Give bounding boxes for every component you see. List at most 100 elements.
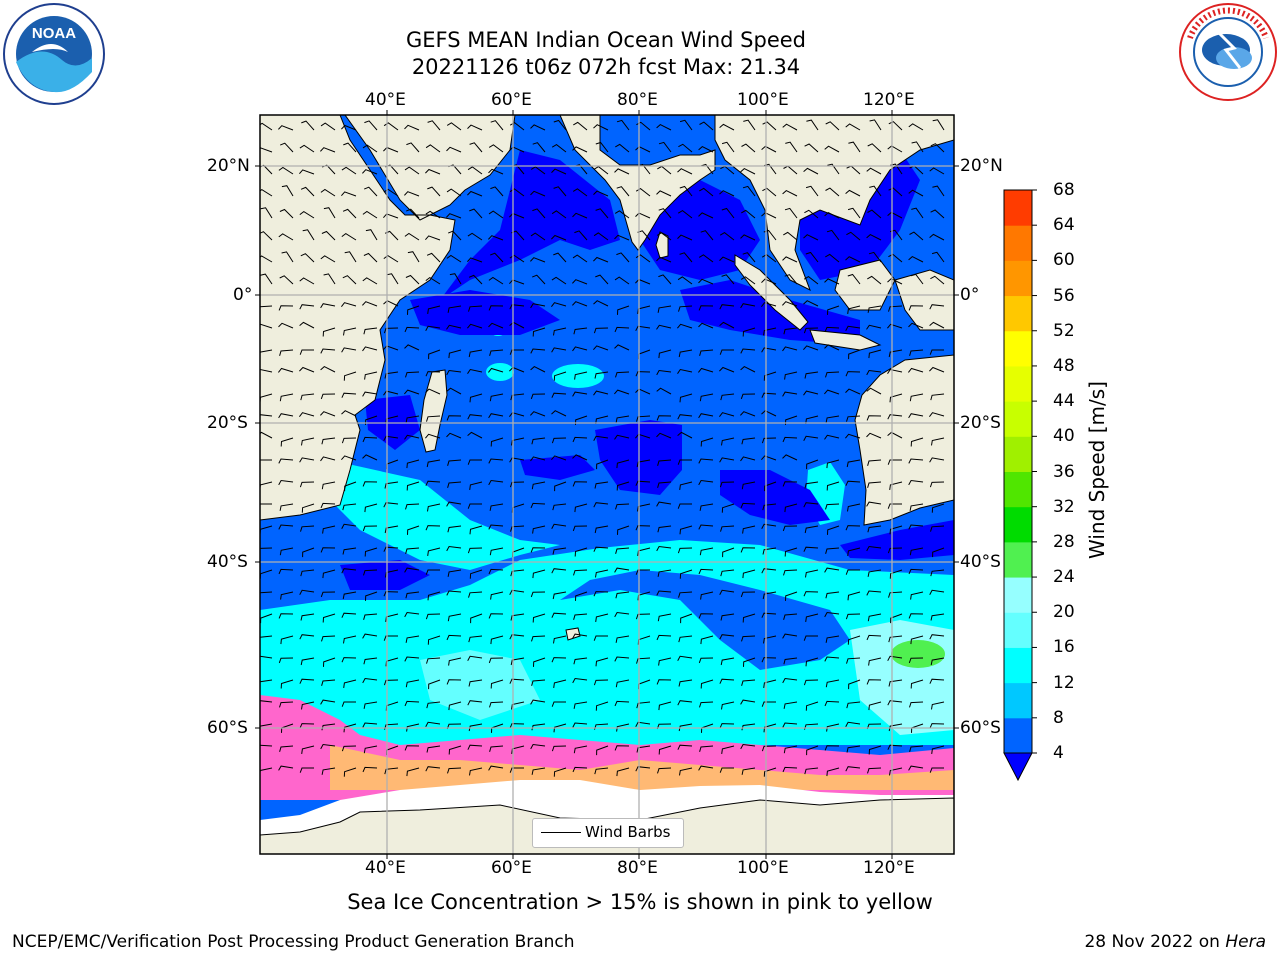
wind-barb: [929, 723, 945, 729]
wind-barb: [658, 274, 672, 285]
nws-logo: [1179, 3, 1277, 101]
wind-barb: [469, 569, 483, 579]
wind-barb: [467, 323, 483, 329]
wind-barb: [320, 699, 336, 705]
gridlines: [260, 115, 954, 854]
footer-organization: NCEP/EMC/Verification Post Processing Pr…: [12, 932, 575, 952]
wind-barb: [488, 210, 504, 219]
wind-barb: [405, 679, 420, 688]
wind-barb: [427, 635, 441, 645]
wind-green-patch: [891, 640, 945, 668]
wind-barb: [404, 434, 420, 440]
wind-barb: [280, 437, 294, 447]
wind-barb: [763, 767, 777, 777]
wind-barb: [425, 721, 441, 727]
wind-barb: [509, 457, 525, 463]
wind-barb: [488, 765, 504, 771]
wind-barb: [488, 458, 504, 464]
wind-barb: [572, 346, 588, 352]
wind-barb: [281, 185, 294, 197]
colorbar-segment: [1004, 612, 1032, 648]
wind-barb: [887, 700, 903, 706]
wind-barb: [721, 274, 735, 285]
wind-barb: [698, 524, 714, 530]
wind-barb: [425, 276, 441, 285]
wind-barb: [595, 613, 609, 622]
wind-barb: [677, 655, 693, 661]
wind-barb: [635, 613, 651, 620]
wind-barb: [887, 547, 903, 554]
wind-barb: [930, 657, 945, 666]
wind-barb: [930, 275, 945, 285]
colorbar-tick-label: 68: [1053, 180, 1075, 200]
wind-barb: [321, 230, 336, 241]
wind-barb: [530, 257, 546, 263]
footer-host: Hera: [1225, 932, 1266, 952]
wind-barb: [761, 437, 777, 444]
wind-barb: [384, 371, 399, 379]
wind-barb: [406, 723, 420, 732]
wind-barb: [867, 209, 882, 219]
wind-barb: [299, 349, 314, 355]
wind-barb: [887, 278, 903, 285]
wind-barb: [343, 635, 357, 644]
wind-barb: [320, 591, 336, 598]
lat-label-right: 20°N: [960, 156, 1003, 176]
wind-barb: [384, 767, 399, 775]
wind-barb: [679, 481, 693, 490]
wind-barb: [888, 723, 903, 732]
colorbar-segment: [1004, 717, 1032, 754]
wind-barb: [572, 677, 588, 684]
wind-barb: [551, 392, 567, 398]
lon-label-bottom: 120°E: [863, 858, 915, 878]
wind-barb: [782, 481, 798, 487]
wind-barb: [805, 415, 819, 424]
wind-barb: [845, 569, 860, 575]
map-legend: Wind Barbs: [532, 818, 684, 848]
wind-barb: [468, 305, 483, 312]
wind-barb: [469, 767, 483, 776]
wind-barb: [910, 679, 924, 689]
wind-barb: [741, 481, 756, 490]
wind-barb: [741, 679, 756, 686]
wind-barb: [260, 591, 273, 595]
wind-barb: [782, 722, 798, 728]
wind-barb: [847, 591, 861, 601]
wind-barb: [405, 591, 420, 599]
wind-barb: [761, 568, 777, 574]
wind-barb: [341, 410, 357, 417]
wind-barb: [511, 701, 525, 710]
wind-barb: [342, 208, 357, 219]
wind-barb: [363, 327, 378, 335]
wind-barb: [679, 569, 693, 579]
wind-barb: [742, 327, 756, 337]
wind-barb: [572, 391, 588, 397]
wind-barb: [530, 591, 546, 598]
wind-barb: [299, 169, 315, 175]
wind-barb: [806, 745, 819, 756]
wind-barb: [404, 700, 420, 707]
wind-barb: [658, 657, 672, 666]
wind-barb: [615, 547, 630, 554]
wind-barb: [866, 590, 882, 596]
wind-barb: [425, 569, 440, 575]
wind-barb: [908, 367, 924, 373]
wind-barb: [362, 277, 378, 285]
wind-barb: [657, 459, 672, 466]
wind-barb: [531, 635, 546, 642]
wind-barb: [595, 141, 609, 153]
wind-barb: [364, 120, 378, 131]
wind-barb: [468, 723, 483, 732]
wind-barb: [719, 321, 735, 329]
wind-barb: [698, 367, 714, 373]
wind-barb: [847, 635, 861, 645]
wind-barb: [867, 459, 882, 466]
wind-barb: [595, 415, 609, 424]
wind-barb: [824, 567, 840, 573]
wind-barb: [614, 745, 630, 751]
wind-barb: [804, 371, 819, 379]
wind-barb: [446, 545, 462, 552]
wind-barb: [721, 745, 735, 754]
wind-barb: [615, 635, 630, 643]
wind-cyan-patch-2: [552, 364, 604, 388]
